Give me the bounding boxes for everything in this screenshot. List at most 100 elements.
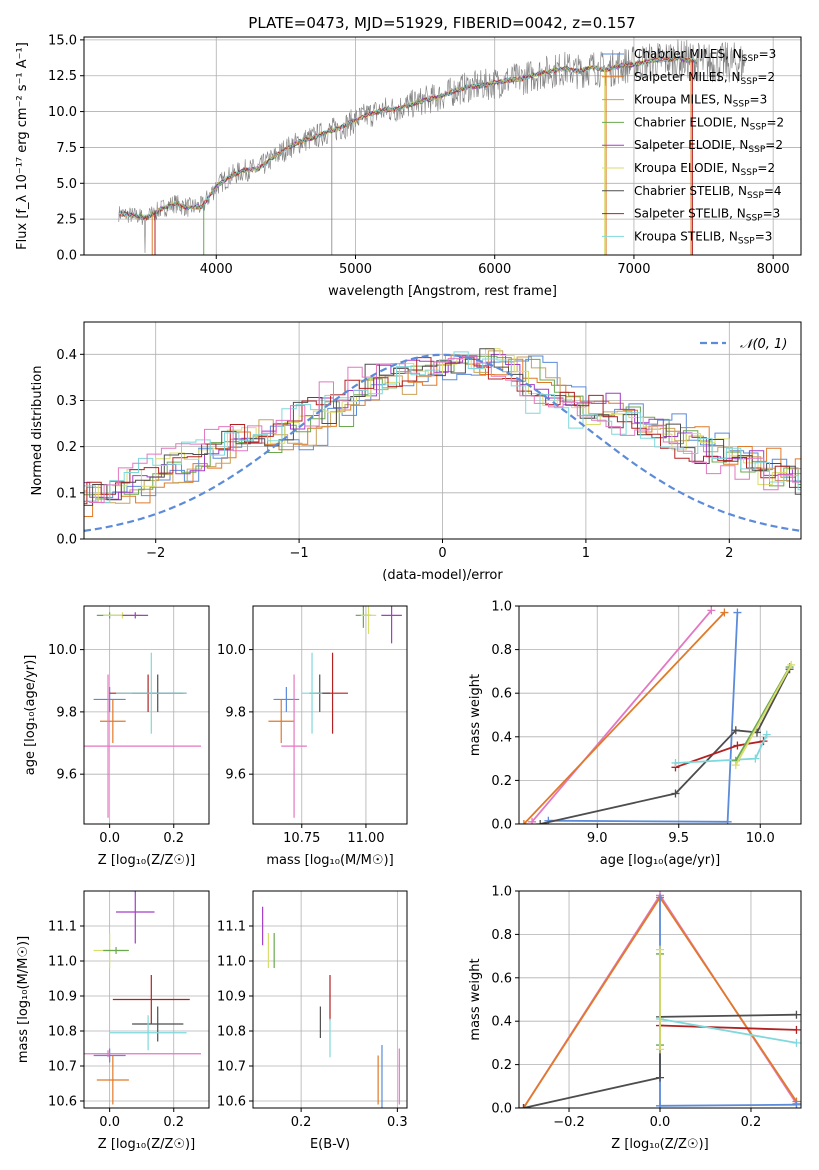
weight-vs-age-panel: 9.0 9.5 10.0 0.0 0.2 0.4 0.6 0.8 1.0 age [log₁₀(a… (468, 600, 802, 868)
legend-label: Salpeter MILES, NSSP=2 (634, 70, 775, 87)
weight-marker (656, 893, 664, 902)
weight-series-line (523, 611, 726, 824)
axes-frame (252, 605, 408, 825)
model-spectrum (118, 55, 697, 220)
errorbar-point (84, 674, 201, 818)
x-tick-label: 0.2 (163, 831, 184, 846)
weight-vs-z-panel: −0.2 0.0 0.2 0.0 0.2 0.4 0.6 0.8 1.0 Z [log₁₀(Z/Z… (468, 885, 802, 1152)
y-tick-label: 9.6 (225, 768, 246, 783)
y-axis-label: age [log₁₀(age/yr)] (23, 655, 38, 776)
age-vs-z-grid (84, 606, 209, 824)
x-tick-label: 0 (438, 546, 446, 561)
y-tick-label: 0.2 (491, 774, 512, 789)
y-tick-label: 10.9 (48, 990, 77, 1005)
y-tick-label: 0.6 (491, 687, 512, 702)
legend-label: Kroupa STELIB, NSSP=3 (634, 229, 772, 246)
y-tick-label: 0.4 (56, 348, 77, 363)
weight-vs-z-axes: −0.2 0.0 0.2 0.0 0.2 0.4 0.6 0.8 1.0 Z [log₁₀(Z/Z… (468, 885, 802, 1152)
x-tick-label: 0.2 (163, 1115, 184, 1130)
spectrum-plot-area (118, 39, 746, 255)
spectrum-panel: 4000 5000 6000 7000 8000 0.0 2.5 5.0 7.5 10.0 12.5… (15, 33, 802, 299)
model-spectrum (118, 56, 697, 219)
y-tick-label: 0.8 (491, 643, 512, 658)
weight-vs-age-grid (519, 605, 801, 825)
errorbar-point (301, 652, 323, 734)
weight-marker (762, 730, 771, 739)
x-axis-label: E(B-V) (310, 1137, 350, 1152)
y-tick-label: 0.3 (56, 394, 77, 409)
weight-marker (671, 789, 680, 798)
x-tick-label: 5000 (339, 262, 372, 277)
legend-label: Salpeter ELODIE, NSSP=2 (634, 138, 783, 155)
y-tick-label: 0.0 (56, 249, 77, 264)
y-tick-label: 11.1 (217, 920, 246, 935)
errorbar-point (100, 699, 126, 744)
x-tick-label: 10.0 (746, 831, 775, 846)
errorbar-point (103, 947, 129, 954)
y-tick-label: 10.8 (48, 1025, 77, 1040)
x-tick-label: 0.2 (741, 1115, 762, 1130)
y-tick-label: 0.4 (491, 730, 512, 745)
histogram-series (84, 356, 801, 503)
weight-marker (733, 741, 742, 750)
weight-marker (536, 820, 545, 824)
weight-marker (656, 1073, 664, 1082)
residuals-plot-area (84, 348, 801, 532)
mass-vs-ebv-axes: 0.2 0.3 10.6 10.7 10.8 10.9 11.0 11.1 E(B-V) (217, 890, 408, 1152)
figure-title: PLATE=0473, MJD=51929, FIBERID=0042, z=0… (248, 14, 635, 32)
y-tick-label: 11.0 (217, 955, 246, 970)
weight-marker (656, 1045, 664, 1054)
y-tick-label: 12.5 (48, 69, 77, 84)
axes-frame (252, 890, 408, 1109)
legend-label: Salpeter STELIB, NSSP=3 (634, 207, 780, 224)
y-tick-label: 0.0 (491, 1102, 512, 1117)
weight-marker (792, 1100, 801, 1108)
residual-legend: 𝒩(0, 1) (700, 337, 787, 352)
weight-marker (731, 761, 740, 770)
axes-frame (83, 36, 802, 256)
y-tick-label: 1.0 (491, 885, 512, 900)
x-tick-label: 9.0 (587, 831, 608, 846)
spectrum-legend: Chabrier MILES, NSSP=3 Salpeter MILES, NS… (602, 47, 784, 246)
errorbar-point (116, 652, 187, 734)
weight-marker (792, 1010, 801, 1019)
x-tick-label: 0.0 (99, 831, 120, 846)
histogram-series (84, 355, 801, 502)
y-tick-label: 9.8 (225, 705, 246, 720)
x-tick-label: 0.3 (387, 1115, 408, 1130)
x-tick-label: 0.0 (650, 1115, 671, 1130)
y-tick-label: 10.9 (217, 990, 246, 1005)
y-tick-label: 0.1 (56, 486, 77, 501)
errorbar-point (96, 1055, 129, 1105)
model-spectrum (118, 55, 697, 221)
axes-frame (83, 890, 210, 1109)
x-tick-label: 9.5 (668, 831, 689, 846)
weight-marker (656, 1101, 664, 1108)
x-tick-label: 7000 (617, 262, 650, 277)
y-tick-label: 10.6 (48, 1095, 77, 1110)
x-axis-label: wavelength [Angstrom, rest frame] (328, 284, 557, 299)
mass-vs-z-panel: 0.0 0.2 10.6 10.7 10.8 10.9 11.0 11.1 Z [log₁₀(Z… (16, 890, 210, 1152)
errorbar-point (273, 686, 300, 712)
mass-vs-z-axes: 0.0 0.2 10.6 10.7 10.8 10.9 11.0 11.1 Z [log₁₀(Z… (16, 890, 210, 1152)
legend-label: 𝒩(0, 1) (740, 337, 787, 352)
age-vs-mass-grid (253, 606, 407, 824)
y-tick-label: 10.0 (217, 643, 246, 658)
weight-series-line (540, 668, 791, 824)
axes-frame (83, 605, 210, 825)
y-tick-label: 2.5 (56, 213, 77, 228)
errorbar-point (93, 686, 126, 712)
x-tick-label: 10.75 (283, 831, 320, 846)
x-tick-label: 4000 (200, 262, 233, 277)
y-tick-label: 0.0 (491, 818, 512, 833)
y-tick-label: 0.0 (56, 533, 77, 548)
y-axis-label: Flux [f_λ 10⁻¹⁷ erg cm⁻² s⁻¹ A⁻¹] (15, 42, 30, 250)
errorbar-point (281, 674, 307, 818)
y-axis-label: Normed distribution (30, 366, 45, 496)
weight-marker (656, 945, 664, 954)
y-tick-label: 10.6 (217, 1095, 246, 1110)
y-tick-label: 0.8 (491, 928, 512, 943)
errorbar-point (84, 1050, 201, 1058)
y-axis-label: mass weight (468, 958, 483, 1040)
x-tick-label: 8000 (757, 262, 790, 277)
